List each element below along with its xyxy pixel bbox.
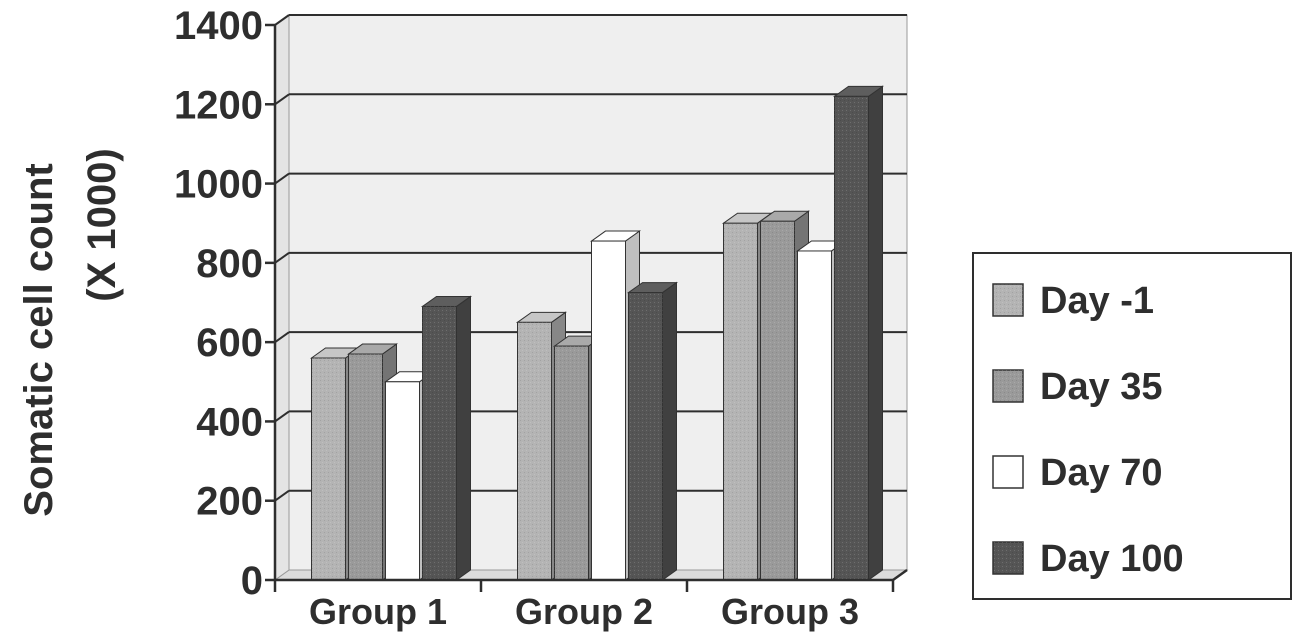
- bar-texture: [760, 221, 795, 580]
- bar-texture: [554, 346, 589, 580]
- bar-side: [456, 295, 471, 581]
- gridline-depth: [274, 93, 290, 106]
- gridline-depth: [274, 14, 290, 26]
- y-tick-label: 0: [241, 559, 263, 603]
- bar-texture: [311, 358, 346, 580]
- x-tick-label: Group 1: [309, 591, 447, 632]
- bar-texture: [723, 223, 758, 580]
- x-tick-labels: Group 1 Group 2 Group 3: [309, 591, 859, 632]
- legend: Day -1 Day 35 Day 70 Day 100: [972, 252, 1292, 600]
- x-axis-end: [892, 568, 908, 582]
- gridline-depth: [274, 410, 290, 423]
- gridline-depth: [274, 252, 290, 264]
- legend-swatch: [992, 455, 1024, 489]
- gridline-depth: [274, 331, 290, 343]
- axes: [265, 23, 908, 592]
- legend-swatch-texture: [993, 542, 1023, 574]
- x-tick-label: Group 2: [515, 591, 653, 632]
- bar-side: [868, 85, 883, 581]
- y-tick-label: 1400: [174, 4, 263, 48]
- legend-label: Day 100: [1040, 538, 1184, 580]
- gridline-depth: [274, 172, 290, 185]
- legend-label: Day 70: [1040, 452, 1163, 494]
- y-tick-label: 800: [196, 242, 263, 286]
- bar-texture: [422, 306, 457, 580]
- x-tick-label: Group 3: [721, 591, 859, 632]
- legend-label: Day 35: [1040, 366, 1163, 408]
- bar: [832, 85, 885, 581]
- bar-side: [662, 281, 677, 581]
- y-tick-label: 1000: [174, 163, 263, 207]
- y-tick-label: 200: [196, 480, 263, 524]
- bar-front: [797, 250, 832, 581]
- legend-label: Day -1: [1040, 280, 1154, 322]
- y-tick-label: 400: [196, 400, 263, 444]
- bar: [420, 295, 473, 581]
- y-axis-label: Somatic cell count (X 1000): [17, 148, 124, 516]
- y-tick-label: 600: [196, 321, 263, 365]
- legend-box: [972, 252, 1292, 600]
- y-tick-label: 1200: [174, 83, 263, 127]
- y-tick-labels: 0 200 400 600 800 1000 1200 1400: [174, 4, 263, 603]
- y-axis-label-line2: (X 1000): [80, 148, 124, 301]
- bar-front: [385, 381, 420, 581]
- legend-swatch-texture: [993, 370, 1023, 402]
- bar-texture: [834, 96, 869, 580]
- bars: [309, 85, 885, 581]
- gridline-depth: [274, 489, 290, 502]
- bar-texture: [628, 292, 663, 580]
- y-axis-label-line1: Somatic cell count: [17, 163, 61, 516]
- bar-texture: [348, 354, 383, 580]
- bar: [626, 281, 679, 581]
- legend-swatch-texture: [993, 284, 1023, 316]
- bar-front: [591, 240, 626, 581]
- bar-texture: [517, 322, 552, 580]
